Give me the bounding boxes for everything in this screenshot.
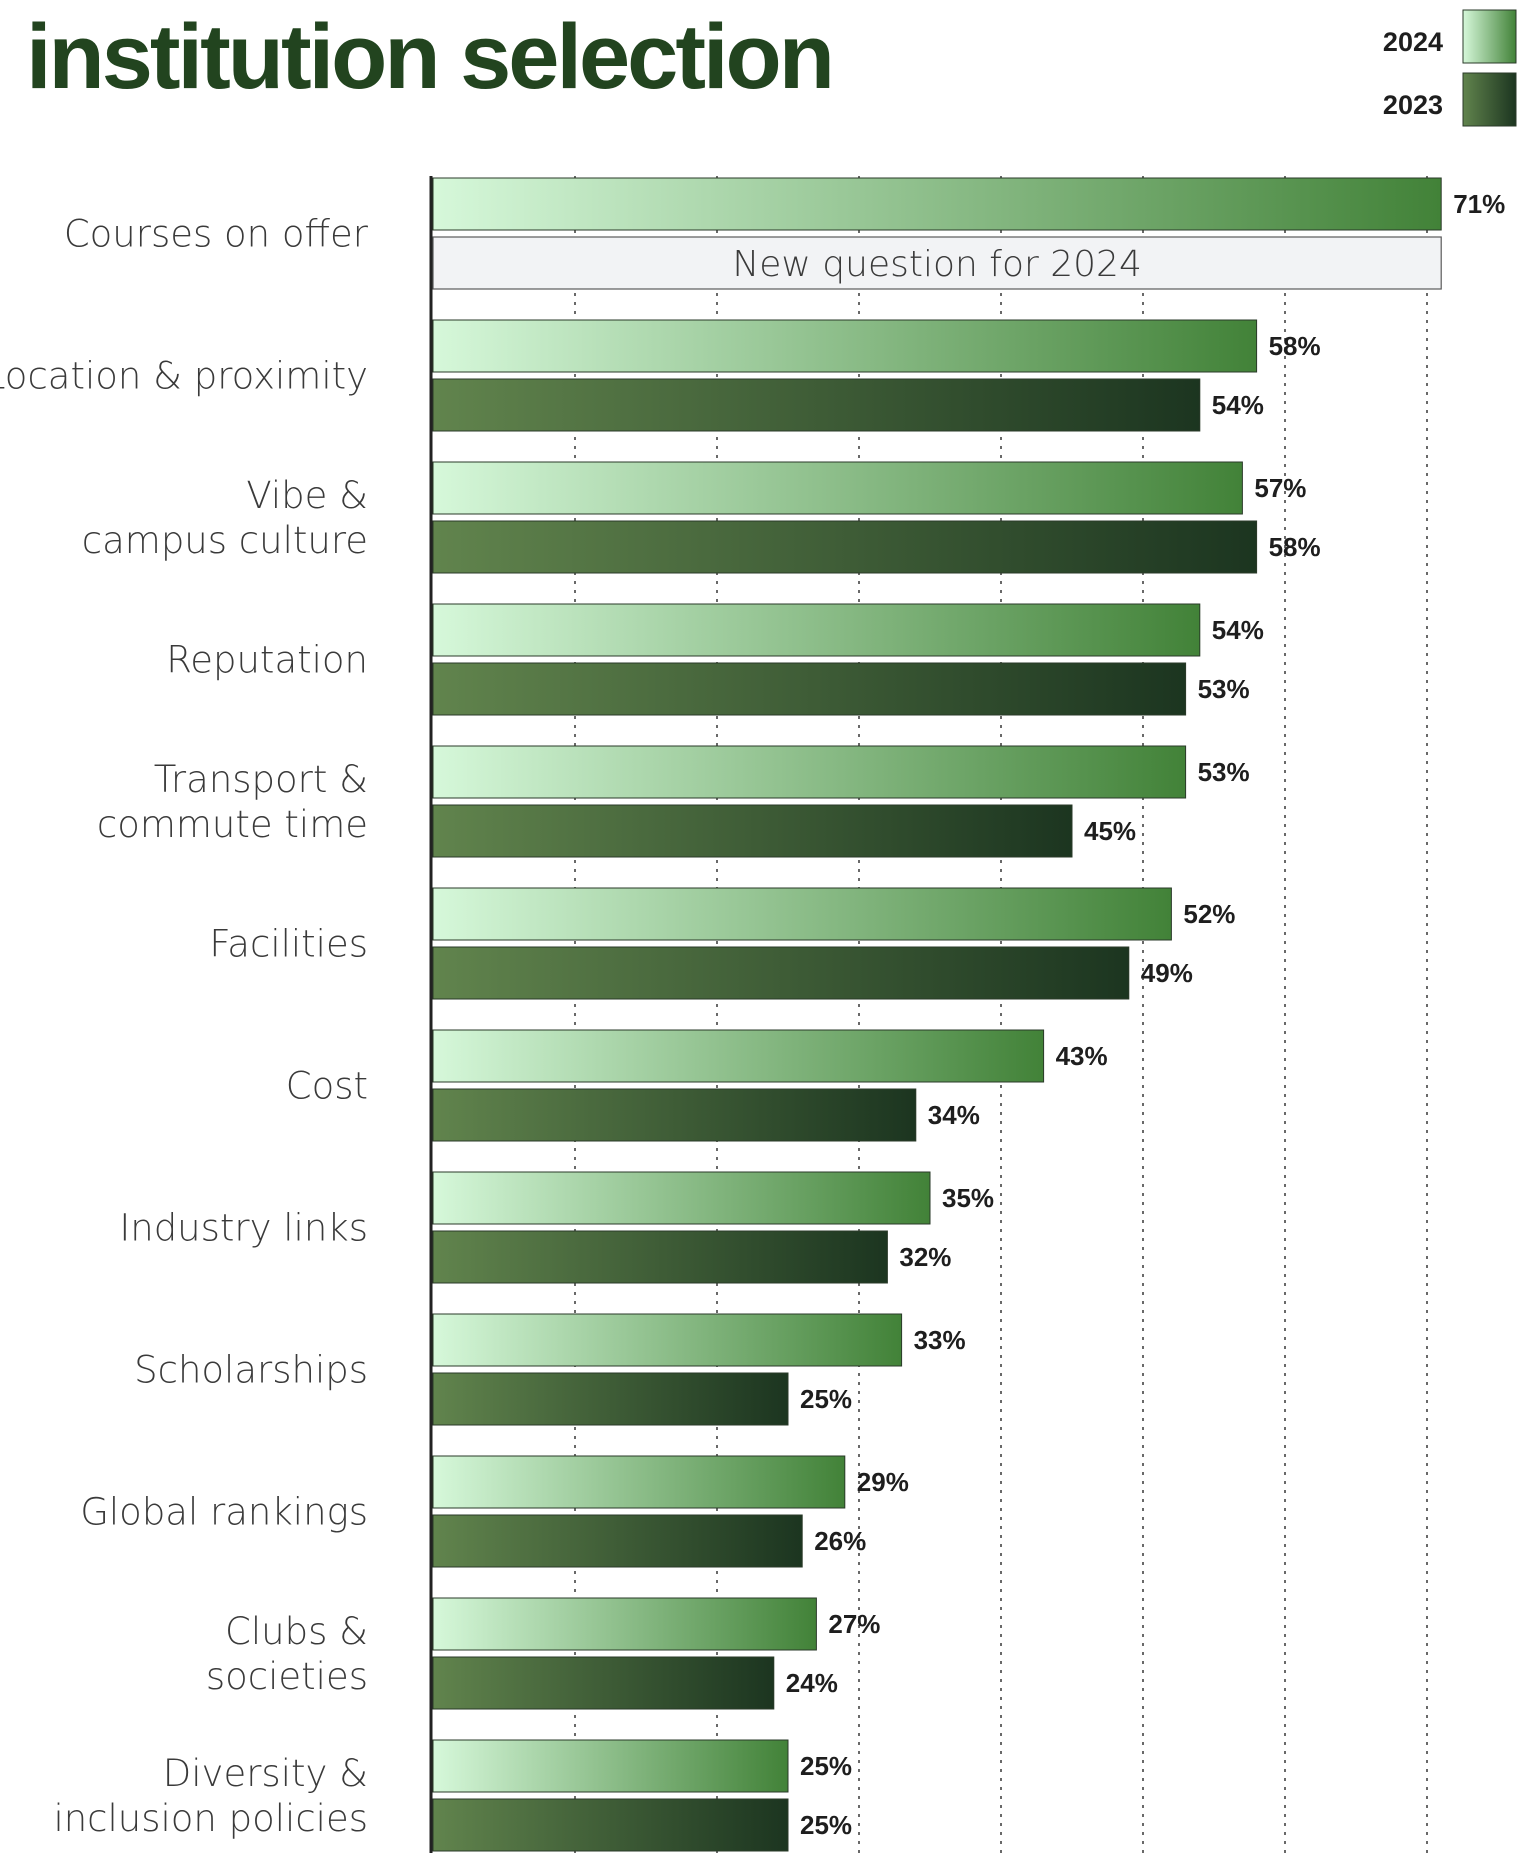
bar-2024-8 <box>432 1313 903 1367</box>
bar-2024-2 <box>432 461 1243 515</box>
legend-label-2023: 2023 <box>1383 90 1443 120</box>
value-label: 25% <box>800 1384 852 1414</box>
value-label: 54% <box>1212 390 1264 420</box>
bar-2024-1 <box>432 319 1258 373</box>
value-label: 43% <box>1056 1041 1108 1071</box>
value-label: 49% <box>1141 958 1193 988</box>
value-label: 32% <box>899 1242 951 1272</box>
bar-2024-10 <box>432 1597 817 1651</box>
bar-2023-3 <box>432 662 1187 716</box>
value-label: 27% <box>828 1609 880 1639</box>
bar-2024-11 <box>432 1739 789 1793</box>
value-label: 71% <box>1453 189 1505 219</box>
value-label: 25% <box>800 1751 852 1781</box>
category-label: inclusion policies <box>53 1797 368 1840</box>
bar-2024-7 <box>432 1171 931 1225</box>
bar-2023-5 <box>432 946 1130 1000</box>
category-label: Vibe & <box>246 474 368 517</box>
bar-2023-2 <box>432 520 1258 574</box>
bar-2023-11 <box>432 1798 789 1852</box>
category-label: Courses on offer <box>64 213 369 256</box>
value-label: 58% <box>1269 532 1321 562</box>
value-label: 33% <box>914 1325 966 1355</box>
legend-swatch-2024 <box>1462 9 1517 64</box>
bar-2023-1 <box>432 378 1201 432</box>
category-label: Facilities <box>209 923 368 966</box>
legend-label-2024: 2024 <box>1383 27 1443 57</box>
category-label: campus culture <box>82 519 368 562</box>
bar-2024-5 <box>432 887 1172 941</box>
category-label: Diversity & <box>163 1752 368 1795</box>
bar-2024-4 <box>432 745 1187 799</box>
bar-2024-6 <box>432 1029 1045 1083</box>
bar-2024-9 <box>432 1455 846 1509</box>
category-label: Industry links <box>119 1207 368 1250</box>
bar-2023-9 <box>432 1514 803 1568</box>
bar-2024-3 <box>432 603 1201 657</box>
category-label: Scholarships <box>134 1349 368 1392</box>
value-label: 58% <box>1269 331 1321 361</box>
value-label: 53% <box>1198 757 1250 787</box>
bar-2023-10 <box>432 1656 775 1710</box>
bar-2024-0 <box>432 177 1442 231</box>
value-label: 26% <box>814 1526 866 1556</box>
value-label: 34% <box>928 1100 980 1130</box>
value-label: 57% <box>1254 473 1306 503</box>
legend-swatch-2023 <box>1462 72 1517 127</box>
new-question-label: New question for 2024 <box>732 244 1142 285</box>
category-label: commute time <box>97 803 368 846</box>
category-label: societies <box>206 1655 368 1698</box>
category-label: Location & proximity <box>0 355 368 398</box>
value-label: 25% <box>800 1810 852 1840</box>
value-label: 52% <box>1183 899 1235 929</box>
category-label: Global rankings <box>80 1491 368 1534</box>
bar-2023-8 <box>432 1372 789 1426</box>
value-label: 54% <box>1212 615 1264 645</box>
category-label: Reputation <box>166 639 368 682</box>
value-label: 29% <box>857 1467 909 1497</box>
category-label: Transport & <box>154 758 368 801</box>
bar-2023-6 <box>432 1088 917 1142</box>
chart-title: institution selection <box>26 6 832 108</box>
category-label: Cost <box>286 1065 368 1108</box>
bar-2023-4 <box>432 804 1073 858</box>
bar-2023-7 <box>432 1230 888 1284</box>
value-label: 53% <box>1198 674 1250 704</box>
value-label: 35% <box>942 1183 994 1213</box>
value-label: 24% <box>786 1668 838 1698</box>
value-label: 45% <box>1084 816 1136 846</box>
category-label: Clubs & <box>225 1610 368 1653</box>
new-question-box <box>432 236 1442 290</box>
